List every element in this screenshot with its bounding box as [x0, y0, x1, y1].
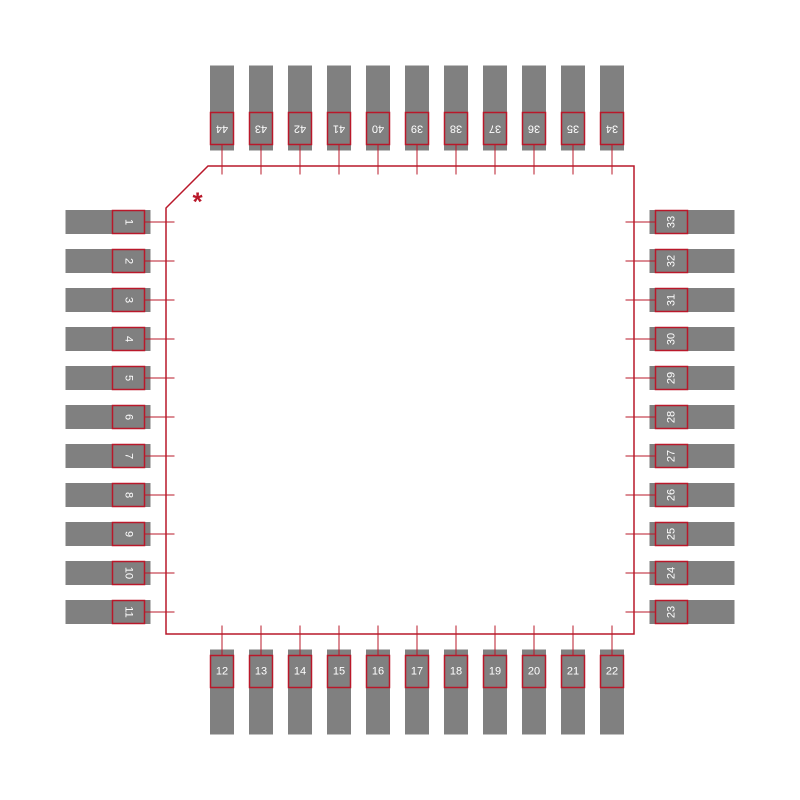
- pad-8: [66, 483, 151, 507]
- pad-6: [66, 405, 151, 429]
- pin-label-24: 24: [665, 567, 677, 579]
- pin-label-33: 33: [665, 216, 677, 228]
- pin1-marker: *: [192, 187, 203, 217]
- pad-35: [561, 66, 585, 151]
- pin-label-38: 38: [450, 123, 462, 135]
- pad-42: [288, 66, 312, 151]
- pad-30: [650, 327, 735, 351]
- pin-label-10: 10: [123, 567, 135, 579]
- pin-label-6: 6: [123, 414, 135, 420]
- pad-41: [327, 66, 351, 151]
- pad-1: [66, 210, 151, 234]
- pad-28: [650, 405, 735, 429]
- pad-40: [366, 66, 390, 151]
- pin-label-29: 29: [665, 372, 677, 384]
- pin-label-28: 28: [665, 411, 677, 423]
- pin-label-7: 7: [123, 453, 135, 459]
- pin-label-31: 31: [665, 294, 677, 306]
- pad-17: [405, 650, 429, 735]
- pad-37: [483, 66, 507, 151]
- pin-label-22: 22: [606, 665, 618, 677]
- pad-44: [210, 66, 234, 151]
- pad-16: [366, 650, 390, 735]
- pad-39: [405, 66, 429, 151]
- pad-18: [444, 650, 468, 735]
- pin-label-35: 35: [567, 123, 579, 135]
- pad-43: [249, 66, 273, 151]
- pad-9: [66, 522, 151, 546]
- pin-label-40: 40: [372, 123, 384, 135]
- pin-label-34: 34: [606, 123, 618, 135]
- pin-label-42: 42: [294, 123, 306, 135]
- pad-15: [327, 650, 351, 735]
- pad-4: [66, 327, 151, 351]
- pad-23: [650, 600, 735, 624]
- pin-label-19: 19: [489, 665, 501, 677]
- pin-label-39: 39: [411, 123, 423, 135]
- pad-34: [600, 66, 624, 151]
- pin-label-27: 27: [665, 450, 677, 462]
- pad-7: [66, 444, 151, 468]
- pad-20: [522, 650, 546, 735]
- ic-body-outline: [166, 166, 634, 634]
- pin-label-3: 3: [123, 297, 135, 303]
- pad-3: [66, 288, 151, 312]
- pin-label-17: 17: [411, 665, 423, 677]
- pin-label-2: 2: [123, 258, 135, 264]
- pad-13: [249, 650, 273, 735]
- pin-label-5: 5: [123, 375, 135, 381]
- pin-label-8: 8: [123, 492, 135, 498]
- pin-label-21: 21: [567, 665, 579, 677]
- pad-26: [650, 483, 735, 507]
- pad-24: [650, 561, 735, 585]
- pin-label-43: 43: [255, 123, 267, 135]
- qfp-footprint-diagram: *123456789101123242526272829303132333435…: [0, 0, 800, 800]
- pin-label-41: 41: [333, 123, 345, 135]
- pin-label-18: 18: [450, 665, 462, 677]
- pad-27: [650, 444, 735, 468]
- pad-22: [600, 650, 624, 735]
- pin-label-9: 9: [123, 531, 135, 537]
- pin-label-30: 30: [665, 333, 677, 345]
- pin-label-1: 1: [123, 219, 135, 225]
- pin-label-37: 37: [489, 123, 501, 135]
- pin-label-23: 23: [665, 606, 677, 618]
- pin-label-36: 36: [528, 123, 540, 135]
- pin-label-15: 15: [333, 665, 345, 677]
- pin-label-14: 14: [294, 665, 306, 677]
- pad-10: [66, 561, 151, 585]
- pin-label-16: 16: [372, 665, 384, 677]
- pad-21: [561, 650, 585, 735]
- pin-label-11: 11: [123, 606, 135, 617]
- pad-25: [650, 522, 735, 546]
- pad-5: [66, 366, 151, 390]
- pin-label-20: 20: [528, 665, 540, 677]
- pad-32: [650, 249, 735, 273]
- pad-29: [650, 366, 735, 390]
- pad-33: [650, 210, 735, 234]
- pad-38: [444, 66, 468, 151]
- pin-label-26: 26: [665, 489, 677, 501]
- pin-label-4: 4: [123, 336, 135, 342]
- pad-19: [483, 650, 507, 735]
- pin-label-12: 12: [216, 665, 228, 677]
- pad-2: [66, 249, 151, 273]
- pad-36: [522, 66, 546, 151]
- pad-14: [288, 650, 312, 735]
- pad-31: [650, 288, 735, 312]
- pin-label-13: 13: [255, 665, 267, 677]
- pad-11: [66, 600, 151, 624]
- pin-label-25: 25: [665, 528, 677, 540]
- pad-12: [210, 650, 234, 735]
- pin-label-32: 32: [665, 255, 677, 267]
- pin-label-44: 44: [216, 123, 228, 135]
